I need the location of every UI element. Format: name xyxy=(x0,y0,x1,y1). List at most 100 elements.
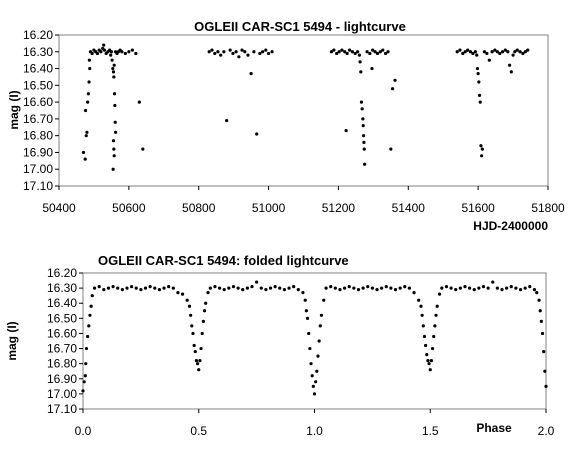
data-point xyxy=(417,298,421,302)
data-point xyxy=(193,349,197,354)
data-point xyxy=(87,324,91,328)
y-tick-label: 16.60 xyxy=(23,95,53,109)
data-point xyxy=(112,154,116,158)
data-point xyxy=(264,288,268,292)
data-point xyxy=(420,313,424,317)
data-point xyxy=(475,66,480,71)
data-point xyxy=(322,298,326,302)
data-point xyxy=(370,286,374,290)
data-point xyxy=(503,48,507,52)
chart-1-x-axis-label: HJD-2400000 xyxy=(473,219,548,233)
data-point xyxy=(352,286,356,290)
data-point xyxy=(318,324,322,328)
data-point xyxy=(86,100,90,104)
data-point xyxy=(518,288,523,292)
data-point xyxy=(434,313,438,317)
data-point xyxy=(353,51,357,56)
y-tick-label: 17.10 xyxy=(23,179,53,193)
data-point xyxy=(88,66,92,71)
data-point xyxy=(102,48,107,52)
data-point xyxy=(315,369,319,373)
data-point xyxy=(287,286,291,290)
data-point xyxy=(116,286,120,290)
data-point xyxy=(454,288,458,292)
data-point xyxy=(139,288,143,292)
data-point xyxy=(109,53,113,57)
data-point xyxy=(255,132,259,136)
data-point xyxy=(514,286,518,290)
data-point xyxy=(245,286,249,290)
data-point xyxy=(113,103,117,108)
data-point xyxy=(458,48,462,52)
data-point xyxy=(375,51,380,56)
data-point xyxy=(373,50,377,54)
x-tick-label: 50400 xyxy=(42,201,76,215)
data-point xyxy=(231,285,236,289)
data-point xyxy=(523,286,527,290)
data-point xyxy=(538,309,542,313)
data-point xyxy=(350,50,354,54)
data-point xyxy=(86,334,90,339)
data-point xyxy=(424,343,428,348)
data-point xyxy=(243,50,247,54)
data-point xyxy=(513,50,517,54)
y-tick-label: 16.50 xyxy=(23,78,53,92)
data-point xyxy=(192,343,196,348)
data-point xyxy=(479,144,483,148)
data-point xyxy=(380,286,384,290)
data-point xyxy=(87,58,91,62)
data-point xyxy=(362,147,366,151)
data-point xyxy=(89,304,93,308)
data-point xyxy=(81,389,85,393)
data-point xyxy=(301,291,305,295)
data-point xyxy=(348,48,352,52)
chart-1-x-ticks: 50400 50600 50800 51000 51200 51400 51600 51800 xyxy=(42,186,565,215)
y-tick-label: 16.70 xyxy=(23,112,53,126)
data-point xyxy=(167,285,171,289)
data-point xyxy=(308,346,312,351)
chart-2-x-axis-label: Phase xyxy=(476,421,512,435)
y-tick-label: 17.00 xyxy=(47,387,77,401)
data-point xyxy=(542,349,546,354)
data-point xyxy=(463,285,467,289)
data-point xyxy=(185,298,189,302)
data-point xyxy=(217,286,222,290)
data-point xyxy=(356,50,360,54)
x-tick-label: 1.0 xyxy=(306,424,323,438)
x-tick-label: 51800 xyxy=(531,201,565,215)
data-point xyxy=(389,147,393,151)
data-point xyxy=(157,288,161,292)
data-point xyxy=(314,380,318,384)
data-point xyxy=(371,48,375,52)
data-point xyxy=(393,78,397,82)
data-point xyxy=(83,108,88,113)
chart-2-y-axis-label: mag (I) xyxy=(5,321,19,360)
data-point xyxy=(532,288,537,292)
data-point xyxy=(335,51,339,56)
data-point xyxy=(500,50,505,54)
data-point xyxy=(143,286,148,290)
data-point xyxy=(259,286,263,290)
chart-2-points xyxy=(81,280,548,396)
data-point xyxy=(236,286,240,290)
data-point xyxy=(361,286,365,290)
data-point xyxy=(268,286,273,290)
data-point xyxy=(85,130,89,134)
data-point xyxy=(130,285,134,289)
x-tick-label: 50800 xyxy=(182,201,216,215)
data-point xyxy=(509,70,513,74)
data-point xyxy=(528,285,532,289)
data-point xyxy=(521,51,525,56)
x-tick-label: 51200 xyxy=(322,201,356,215)
data-point xyxy=(234,50,238,54)
x-tick-label: 51000 xyxy=(252,201,286,215)
data-point xyxy=(481,285,486,289)
data-point xyxy=(225,118,229,123)
x-tick-label: 51400 xyxy=(392,201,426,215)
data-point xyxy=(83,157,87,161)
data-point xyxy=(227,286,231,290)
data-point xyxy=(361,124,365,128)
data-point xyxy=(539,319,543,323)
